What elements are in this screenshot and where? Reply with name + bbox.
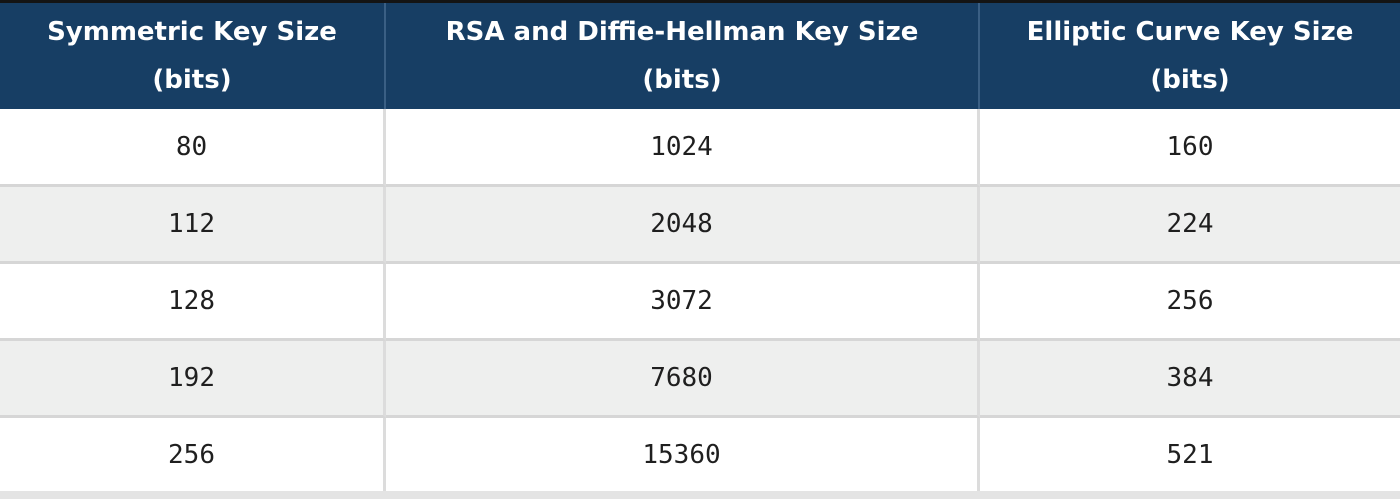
header-unit: (bits) — [1150, 65, 1230, 95]
cell-rsa-dh: 7680 — [386, 341, 980, 418]
header-elliptic-curve-key-size: Elliptic Curve Key Size (bits) — [980, 3, 1400, 109]
cell-rsa-dh: 1024 — [386, 109, 980, 187]
header-unit: (bits) — [152, 65, 232, 95]
table-body: 80 1024 160 112 2048 224 128 3072 256 19… — [0, 109, 1400, 495]
header-label: Elliptic Curve Key Size — [1026, 17, 1354, 47]
cell-symmetric: 128 — [0, 264, 386, 341]
cell-elliptic-curve: 384 — [980, 341, 1400, 418]
table-row: 256 15360 521 — [0, 418, 1400, 495]
header-unit: (bits) — [642, 65, 722, 95]
table-header: Symmetric Key Size (bits) RSA and Diffie… — [0, 3, 1400, 109]
header-symmetric-key-size: Symmetric Key Size (bits) — [0, 3, 386, 109]
bottom-strip — [0, 491, 1400, 499]
table-row: 192 7680 384 — [0, 341, 1400, 418]
cell-symmetric: 192 — [0, 341, 386, 418]
table-row: 112 2048 224 — [0, 187, 1400, 264]
cell-symmetric: 256 — [0, 418, 386, 495]
header-label: RSA and Diffie-Hellman Key Size — [445, 17, 919, 47]
table-row: 80 1024 160 — [0, 109, 1400, 187]
cell-rsa-dh: 2048 — [386, 187, 980, 264]
cell-elliptic-curve: 256 — [980, 264, 1400, 341]
cell-elliptic-curve: 160 — [980, 109, 1400, 187]
cell-elliptic-curve: 521 — [980, 418, 1400, 495]
table-row: 128 3072 256 — [0, 264, 1400, 341]
cell-symmetric: 112 — [0, 187, 386, 264]
top-edge — [0, 0, 1400, 3]
header-rsa-dh-key-size: RSA and Diffie-Hellman Key Size (bits) — [386, 3, 980, 109]
key-size-table: Symmetric Key Size (bits) RSA and Diffie… — [0, 3, 1400, 495]
cell-rsa-dh: 3072 — [386, 264, 980, 341]
cell-symmetric: 80 — [0, 109, 386, 187]
cell-elliptic-curve: 224 — [980, 187, 1400, 264]
header-label: Symmetric Key Size — [47, 17, 337, 47]
cell-rsa-dh: 15360 — [386, 418, 980, 495]
header-row: Symmetric Key Size (bits) RSA and Diffie… — [0, 3, 1400, 109]
